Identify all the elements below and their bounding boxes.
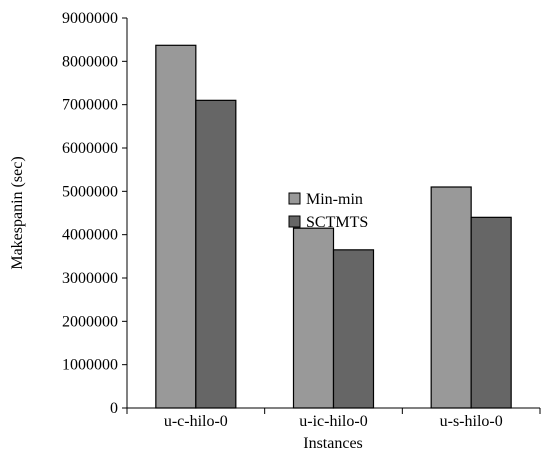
y-tick-label: 2000000	[62, 313, 118, 330]
y-tick-label: 4000000	[62, 227, 118, 244]
bar-min-min-u-ic-hilo-0	[292, 227, 335, 409]
legend-swatch-sctmts	[288, 215, 301, 228]
bar-sctmts-u-s-hilo-0	[470, 216, 512, 409]
axes	[126, 18, 540, 409]
bar-sctmts-u-ic-hilo-0	[332, 249, 375, 409]
x-tick-label-u-s-hilo-0: u-s-hilo-0	[440, 413, 503, 430]
y-tick-label: 3000000	[62, 270, 118, 287]
legend-label-sctmts: SCTMTS	[306, 214, 368, 231]
x-tick-label-u-c-hilo-0: u-c-hilo-0	[164, 413, 228, 430]
y-tick-label: 5000000	[62, 183, 118, 200]
y-axis-ticks: 0 1000000 2000000 3000000 4000000 5000000 6000…	[62, 10, 127, 417]
bar-sctmts-u-c-hilo-0	[195, 99, 237, 409]
y-tick-label: 9000000	[62, 10, 118, 27]
y-tick-label: 0	[110, 400, 118, 417]
x-tick-label-u-ic-hilo-0: u-ic-hilo-0	[299, 413, 367, 430]
x-axis-title: Instances	[303, 435, 363, 452]
bar-min-min-u-c-hilo-0	[155, 44, 197, 409]
y-axis-title: Makespanin (sec)	[9, 156, 26, 269]
legend: Min-min SCTMTS	[288, 191, 368, 231]
y-tick-label: 1000000	[62, 357, 118, 374]
bar-min-min-u-s-hilo-0	[430, 186, 472, 409]
legend-label-min-min: Min-min	[306, 191, 363, 208]
x-axis-ticks: u-c-hilo-0 u-ic-hilo-0 u-s-hilo-0	[126, 408, 541, 430]
legend-swatch-min-min	[288, 192, 301, 205]
y-tick-label: 7000000	[62, 97, 118, 114]
y-tick-label: 8000000	[62, 53, 118, 70]
y-tick-label: 6000000	[62, 140, 118, 157]
